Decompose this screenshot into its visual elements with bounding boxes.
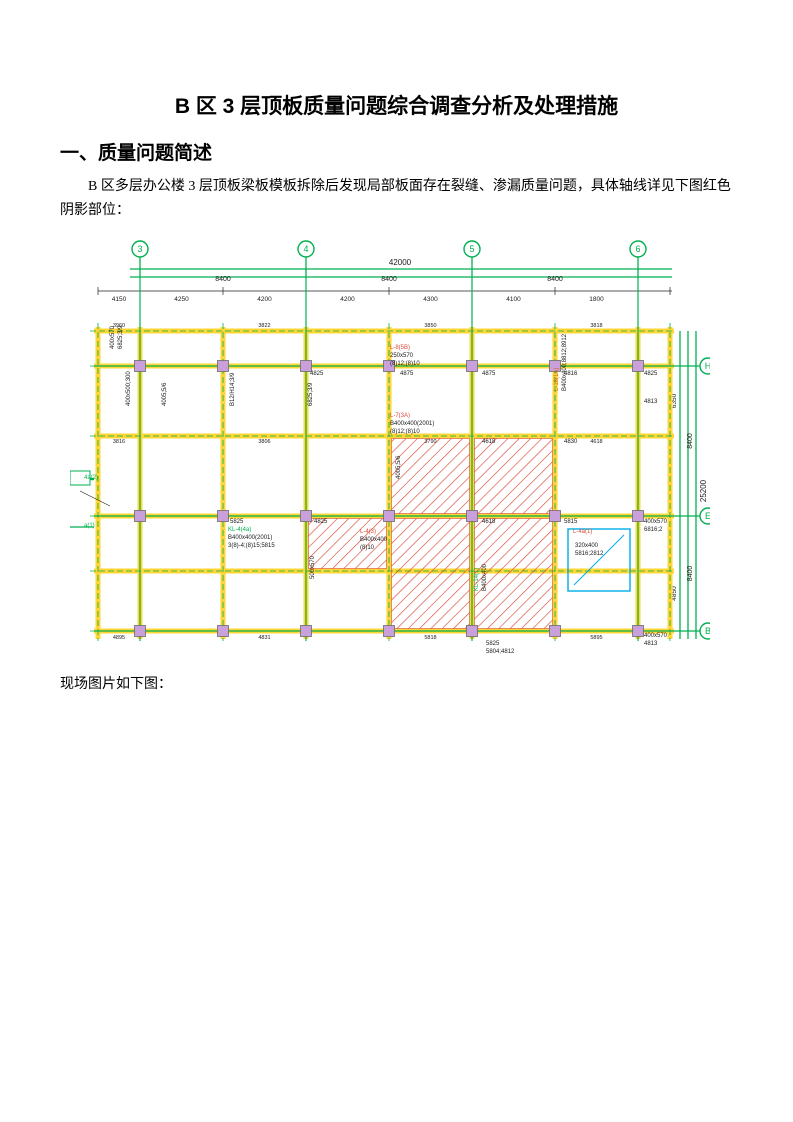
svg-text:8400: 8400 (381, 276, 397, 283)
svg-text:4825: 4825 (314, 519, 328, 525)
svg-text:1800: 1800 (589, 296, 604, 303)
svg-text:400x500;300: 400x500;300 (126, 370, 132, 405)
caption-after-diagram: 现场图片如下图： (60, 673, 733, 693)
svg-text:(8)12;(8)10: (8)12;(8)10 (390, 429, 420, 435)
svg-text:4875: 4875 (400, 371, 414, 377)
svg-text:8400: 8400 (687, 433, 694, 449)
svg-text:a(1): a(1) (84, 523, 95, 529)
svg-text:KL-4(4a): KL-4(4a) (228, 527, 251, 533)
svg-text:3790: 3790 (424, 439, 436, 445)
svg-text:42000: 42000 (389, 258, 412, 267)
svg-text:6825;3/9: 6825;3/9 (118, 325, 124, 349)
svg-text:4895: 4895 (113, 635, 125, 641)
svg-text:400x570: 400x570 (644, 519, 668, 525)
svg-text:B400x400: B400x400 (360, 537, 388, 543)
svg-text:3(8)-4;(8)15;5815: 3(8)-4;(8)15;5815 (228, 543, 275, 549)
svg-text:5804;4812: 5804;4812 (486, 649, 515, 655)
svg-text:4200: 4200 (340, 296, 355, 303)
section-1-heading: 一、质量问题简述 (60, 138, 733, 165)
svg-text:4150: 4150 (112, 296, 127, 303)
svg-text:400x570: 400x570 (644, 633, 668, 639)
svg-text:E: E (705, 511, 710, 521)
svg-text:4813: 4813 (644, 641, 658, 647)
svg-text:4813: 4813 (644, 399, 658, 405)
svg-text:5818: 5818 (424, 635, 436, 641)
svg-text:4816: 4816 (564, 371, 578, 377)
svg-text:400x570: 400x570 (110, 325, 116, 349)
floor-plan-diagram: 42000 8400 8400 8400 4150 4250 4200 4200 4300 410… (70, 231, 733, 661)
svg-text:4300: 4300 (423, 296, 438, 303)
svg-text:8400: 8400 (687, 565, 694, 581)
svg-text:250x570: 250x570 (390, 353, 414, 359)
svg-text:5815: 5815 (564, 519, 578, 525)
svg-text:L-7(3A): L-7(3A) (390, 413, 410, 419)
svg-text:4200: 4200 (257, 296, 272, 303)
svg-text:(8)12;(8)10: (8)12;(8)10 (390, 361, 420, 367)
svg-text:5825: 5825 (230, 519, 244, 525)
svg-text:3806: 3806 (258, 439, 270, 445)
svg-text:320x400: 320x400 (575, 543, 599, 549)
svg-text:4a(2): 4a(2) (84, 475, 98, 481)
svg-text:4831: 4831 (258, 635, 270, 641)
svg-text:L-4a(1): L-4a(1) (573, 529, 592, 535)
svg-text:H: H (705, 361, 710, 371)
svg-text:B400x400: B400x400 (482, 563, 488, 591)
svg-text:B: B (705, 626, 710, 636)
svg-text:5: 5 (469, 244, 474, 254)
svg-text:B400x400(2001): B400x400(2001) (228, 535, 272, 541)
svg-text:3818: 3818 (590, 323, 602, 329)
svg-text:4005;5/6: 4005;5/6 (396, 455, 402, 479)
svg-text:5895: 5895 (590, 635, 602, 641)
svg-text:B400x400;8812;8912: B400x400;8812;8912 (562, 333, 568, 391)
svg-text:6816;2: 6816;2 (644, 527, 663, 533)
svg-text:3822: 3822 (258, 323, 270, 329)
svg-text:KL-14(1): KL-14(1) (474, 567, 480, 590)
svg-text:6825;3/9: 6825;3/9 (308, 382, 314, 406)
svg-text:25200: 25200 (699, 479, 708, 502)
svg-text:4618: 4618 (482, 439, 496, 445)
section-1-body: B 区多层办公楼 3 层顶板梁板模板拆除后发现局部板面存在裂缝、渗漏质量问题，具… (60, 175, 733, 223)
svg-text:5816;2812: 5816;2812 (575, 551, 604, 557)
svg-text:5825: 5825 (486, 641, 500, 647)
svg-text:4005;5/6: 4005;5/6 (162, 382, 168, 406)
svg-text:4618: 4618 (590, 439, 602, 445)
svg-text:L-8(5B): L-8(5B) (390, 345, 410, 351)
svg-text:L-18(1A): L-18(1A) (554, 367, 560, 390)
svg-text:3850: 3850 (424, 323, 436, 329)
svg-text:4: 4 (303, 244, 308, 254)
svg-text:4875: 4875 (482, 371, 496, 377)
svg-text:500x570: 500x570 (310, 555, 316, 579)
svg-text:3: 3 (137, 244, 142, 254)
page-title: B 区 3 层顶板质量问题综合调查分析及处理措施 (60, 90, 733, 120)
svg-text:4100: 4100 (506, 296, 521, 303)
svg-text:B12/H14;3/9: B12/H14;3/9 (230, 372, 236, 406)
svg-text:4825: 4825 (310, 371, 324, 377)
svg-text:(8)10: (8)10 (360, 545, 375, 551)
svg-text:4618: 4618 (482, 519, 496, 525)
svg-text:3816: 3816 (113, 439, 125, 445)
svg-text:6: 6 (635, 244, 640, 254)
svg-text:L-4(3): L-4(3) (360, 529, 376, 535)
svg-text:B400x400(2001): B400x400(2001) (390, 421, 434, 427)
svg-text:4830: 4830 (564, 439, 578, 445)
svg-text:8400: 8400 (215, 276, 231, 283)
svg-text:4825: 4825 (644, 371, 658, 377)
svg-text:4250: 4250 (174, 296, 189, 303)
svg-text:8400: 8400 (547, 276, 563, 283)
